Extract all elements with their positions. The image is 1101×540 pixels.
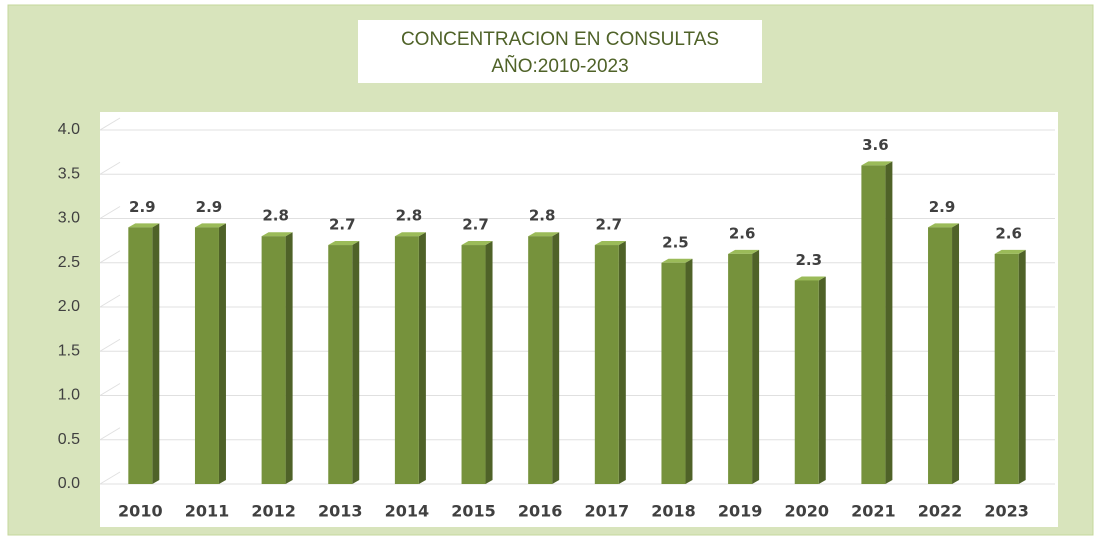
grid-line-depth — [99, 294, 121, 308]
data-label: 2.6 — [729, 224, 756, 242]
grid-line-depth — [99, 206, 121, 219]
bar-top — [728, 249, 760, 254]
data-label: 2.9 — [196, 198, 223, 216]
y-tick-label: 1.5 — [58, 342, 80, 359]
data-label: 3.6 — [862, 136, 889, 154]
plot-area — [100, 112, 1058, 527]
data-label: 2.6 — [995, 224, 1022, 242]
grid-line-depth — [99, 383, 121, 396]
chart-subtitle: AÑO:2010-2023 — [491, 55, 628, 77]
x-tick-label: 2022 — [918, 502, 963, 521]
x-tick-label: 2012 — [251, 502, 296, 521]
bar-side — [952, 223, 960, 484]
y-tick-label: 2.0 — [58, 298, 80, 315]
bar — [328, 245, 353, 484]
bar — [861, 165, 886, 484]
bar-top — [528, 232, 560, 237]
y-tick-label: 4.0 — [58, 121, 80, 138]
y-tick-label: 1.0 — [58, 387, 80, 404]
bar-top — [461, 241, 493, 246]
bar-side — [285, 232, 293, 484]
x-tick-label: 2011 — [185, 502, 230, 521]
bar-top — [928, 223, 960, 228]
x-tick-label: 2014 — [385, 502, 430, 521]
y-tick-label: 0.5 — [58, 431, 80, 448]
bar — [194, 227, 219, 484]
x-tick-label: 2021 — [851, 502, 896, 521]
x-tick-label: 2020 — [784, 502, 829, 521]
y-tick-label: 3.0 — [58, 210, 80, 227]
bar-top — [394, 232, 426, 237]
bar-side — [685, 258, 693, 484]
y-tick-label: 2.5 — [58, 254, 80, 271]
data-label: 2.8 — [529, 207, 556, 225]
data-label: 2.8 — [396, 207, 423, 225]
data-label: 2.9 — [929, 198, 956, 216]
title-box — [358, 20, 762, 83]
bar-top — [261, 232, 293, 237]
bar-side — [352, 241, 360, 484]
bar-top — [328, 241, 360, 246]
bar — [394, 236, 419, 484]
x-tick-label: 2018 — [651, 502, 696, 521]
bar-side — [485, 241, 493, 484]
bar-top — [594, 241, 626, 246]
y-tick-label: 3.5 — [58, 165, 80, 182]
bar — [128, 227, 153, 484]
x-tick-label: 2017 — [585, 502, 630, 521]
bar-top — [861, 161, 893, 166]
bar-top — [994, 249, 1026, 254]
bar-top — [794, 276, 826, 281]
data-label: 2.8 — [262, 207, 289, 225]
grid-line-depth — [99, 338, 121, 352]
bar — [794, 280, 819, 484]
bar-side — [218, 223, 226, 484]
bar — [928, 227, 953, 484]
bar — [661, 262, 686, 484]
data-label: 2.7 — [596, 216, 623, 234]
data-label: 2.9 — [129, 198, 156, 216]
x-tick-label: 2015 — [451, 502, 496, 521]
bar-side — [152, 223, 160, 484]
chart-title: CONCENTRACION EN CONSULTAS — [401, 29, 719, 50]
x-tick-label: 2023 — [984, 502, 1029, 521]
x-tick-label: 2010 — [118, 502, 163, 521]
bar — [994, 253, 1019, 484]
data-label: 2.7 — [462, 216, 489, 234]
bar — [528, 236, 553, 484]
grid-line-depth — [99, 427, 121, 441]
y-tick-label: 0.0 — [58, 475, 80, 492]
bar — [461, 245, 486, 484]
bar-side — [418, 232, 426, 484]
bar — [594, 245, 619, 484]
grid-line-depth — [99, 471, 121, 485]
grid-line-depth — [99, 117, 121, 131]
bar — [261, 236, 286, 484]
bar-side — [1018, 249, 1026, 484]
bar-side — [818, 276, 826, 484]
x-tick-label: 2019 — [718, 502, 763, 521]
grid-line-depth — [99, 250, 121, 264]
x-tick-label: 2016 — [518, 502, 563, 521]
bar-side — [552, 232, 560, 484]
data-label: 2.5 — [662, 233, 689, 251]
x-tick-label: 2013 — [318, 502, 363, 521]
bar-top — [194, 223, 226, 228]
bar-side — [885, 161, 893, 484]
grid-line-depth — [99, 161, 121, 175]
data-label: 2.3 — [795, 251, 822, 269]
bar-top — [128, 223, 160, 228]
data-label: 2.7 — [329, 216, 356, 234]
bar-top — [661, 258, 693, 263]
bar-side — [752, 249, 760, 484]
bar-side — [618, 241, 626, 484]
bar — [728, 253, 753, 484]
